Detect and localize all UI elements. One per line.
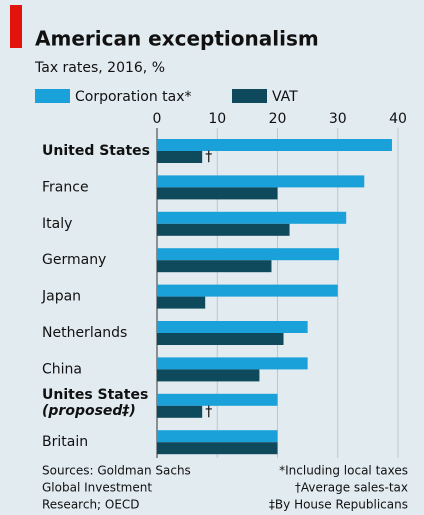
red-tag — [10, 5, 22, 48]
legend-swatch — [232, 89, 267, 103]
category-label: United States — [42, 143, 150, 159]
annotation: † — [205, 149, 212, 165]
legend-label: VAT — [272, 89, 298, 105]
bar — [157, 393, 278, 406]
category-label: France — [42, 179, 89, 195]
legend-swatch — [35, 89, 70, 103]
category-note: (proposed‡) — [42, 403, 136, 419]
bar — [157, 187, 278, 200]
annotation: † — [205, 404, 212, 420]
bar — [157, 442, 278, 455]
chart-title: American exceptionalism — [35, 27, 319, 51]
category-label: Japan — [41, 289, 81, 305]
x-tick-label: 30 — [329, 111, 347, 127]
bar — [157, 223, 290, 236]
category-label: Germany — [42, 252, 106, 268]
legend-label: Corporation tax* — [75, 89, 192, 105]
x-tick-label: 40 — [389, 111, 407, 127]
bar — [157, 151, 203, 163]
category-label: Netherlands — [42, 325, 127, 341]
x-tick-label: 0 — [153, 111, 162, 127]
bar — [157, 333, 284, 345]
bar — [157, 139, 392, 151]
category-label: China — [42, 361, 82, 377]
x-tick-label: 20 — [269, 111, 287, 127]
note: *Including local taxes — [279, 464, 408, 478]
source: Global Investment — [42, 481, 152, 495]
category-label: Britain — [42, 434, 88, 450]
bar — [157, 296, 206, 309]
note: ‡By House Republicans — [269, 498, 408, 512]
category-label: Unites States — [42, 387, 148, 403]
note: †Average sales-tax — [295, 481, 408, 495]
bar — [157, 211, 347, 224]
x-tick-label: 10 — [208, 111, 226, 127]
bar — [157, 248, 339, 261]
bar — [157, 357, 308, 370]
bar — [157, 430, 278, 443]
chart-subtitle: Tax rates, 2016, % — [34, 60, 165, 76]
source: Sources: Goldman Sachs — [42, 464, 191, 478]
bar — [157, 405, 203, 418]
bar — [157, 369, 260, 382]
bar — [157, 284, 338, 297]
source: Research; OECD — [42, 498, 140, 512]
bar — [157, 175, 365, 188]
bar — [157, 321, 308, 333]
bar — [157, 260, 272, 273]
category-label: Italy — [42, 216, 72, 232]
